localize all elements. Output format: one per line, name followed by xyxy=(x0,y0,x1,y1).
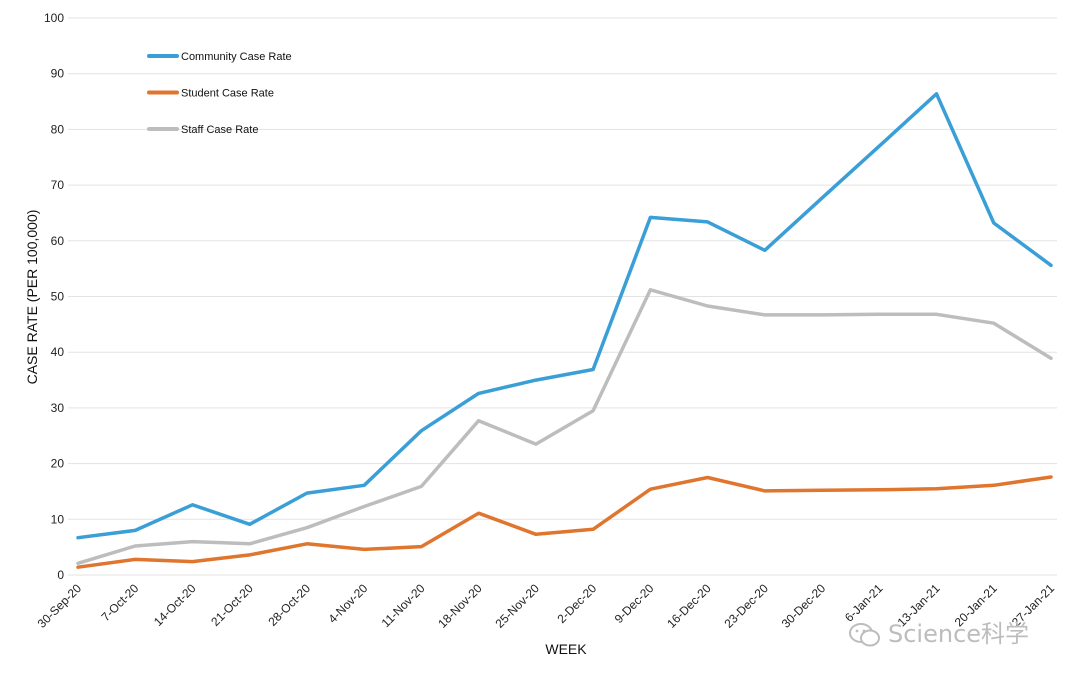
x-axis-title: WEEK xyxy=(545,641,587,657)
x-tick-label: 23-Dec-20 xyxy=(721,581,771,631)
watermark-text: Science科学 xyxy=(888,620,1030,648)
x-tick-label: 25-Nov-20 xyxy=(492,581,542,631)
x-tick-label: 30-Dec-20 xyxy=(779,581,829,631)
y-tick-label: 40 xyxy=(51,345,65,359)
series-lines xyxy=(76,92,1053,569)
y-tick-label: 100 xyxy=(44,11,64,25)
x-tick-label: 28-Oct-20 xyxy=(265,581,313,629)
legend-label: Student Case Rate xyxy=(181,88,274,100)
legend-label: Community Case Rate xyxy=(181,51,292,63)
y-tick-label: 60 xyxy=(51,234,65,248)
x-tick-label: 16-Dec-20 xyxy=(664,581,714,631)
watermark: Science科学 xyxy=(848,614,1029,649)
y-tick-label: 70 xyxy=(51,178,65,192)
x-tick-label: 11-Nov-20 xyxy=(379,581,428,630)
x-tick-label: 4-Nov-20 xyxy=(325,581,370,626)
x-tick-label: 14-Oct-20 xyxy=(151,581,199,629)
y-axis-ticks: 0 10 20 30 40 50 60 70 80 90 100 xyxy=(44,11,64,582)
y-axis-title: CASE RATE (PER 100,000) xyxy=(24,210,40,385)
x-tick-label: 7-Oct-20 xyxy=(98,581,141,624)
y-tick-label: 90 xyxy=(51,67,65,81)
x-tick-label: 30-Sep-20 xyxy=(35,581,85,631)
x-tick-label: 9-Dec-20 xyxy=(612,581,657,626)
y-tick-label: 10 xyxy=(51,512,65,526)
y-tick-label: 50 xyxy=(51,290,65,304)
x-tick-label: 2-Dec-20 xyxy=(554,581,599,626)
gridlines xyxy=(68,17,1057,576)
legend-label: Staff Case Rate xyxy=(181,124,258,136)
series-line-student-case-rate xyxy=(76,475,1053,569)
y-tick-label: 0 xyxy=(57,568,64,582)
x-tick-label: 21-Oct-20 xyxy=(208,581,256,629)
x-tick-label: 18-Nov-20 xyxy=(435,581,485,631)
y-tick-label: 30 xyxy=(51,401,65,415)
wechat-icon xyxy=(849,623,880,647)
y-tick-label: 20 xyxy=(51,457,65,471)
y-tick-label: 80 xyxy=(51,122,65,136)
series-line-community-case-rate xyxy=(76,92,1053,540)
series-line-staff-case-rate xyxy=(76,288,1053,566)
legend: Community Case Rate Student Case Rate Staf… xyxy=(147,51,292,136)
